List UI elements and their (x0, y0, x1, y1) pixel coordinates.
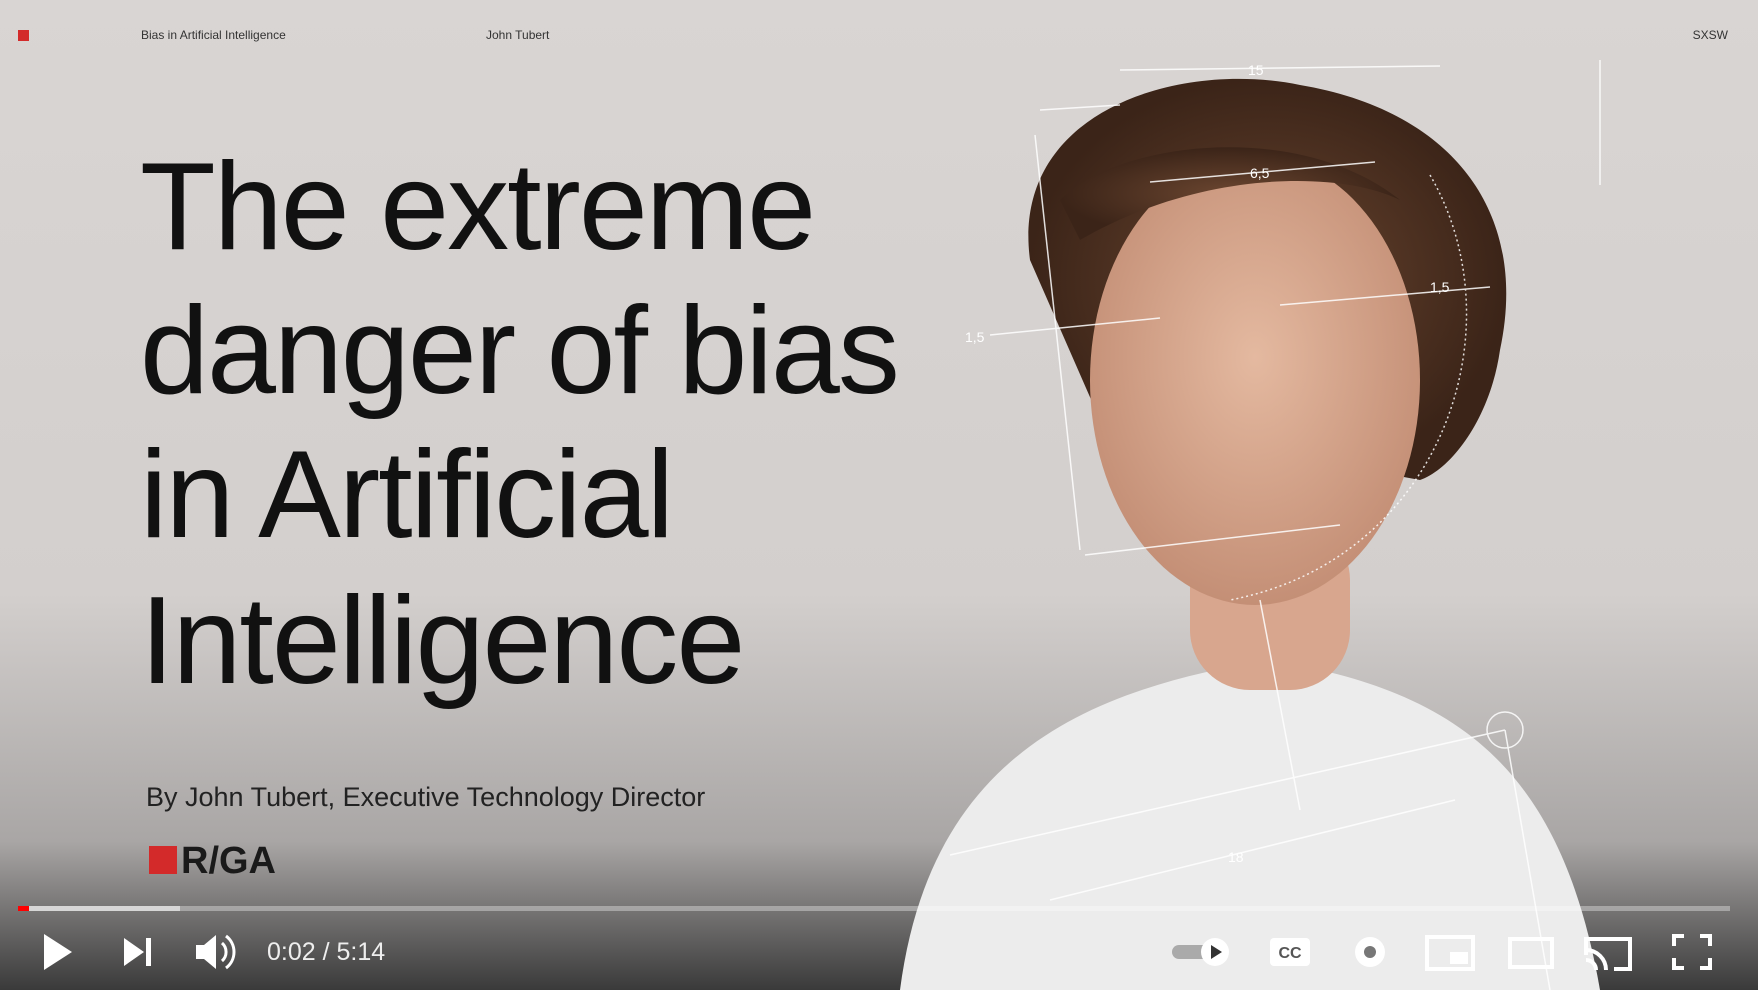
progress-track[interactable] (18, 906, 1730, 911)
theater-button[interactable] (1508, 937, 1554, 969)
fullscreen-button[interactable] (1672, 934, 1712, 970)
miniplayer-button[interactable] (1425, 935, 1475, 971)
play-button[interactable] (44, 934, 72, 970)
progress-played (18, 906, 29, 911)
progress-buffered (18, 906, 180, 911)
title-line: danger of bias (140, 282, 900, 420)
volume-button[interactable] (196, 934, 236, 970)
slide-marker (18, 30, 29, 41)
logo-text: R/GA (181, 840, 276, 882)
title-line: in Artificial (140, 426, 674, 564)
next-button[interactable] (124, 938, 151, 966)
cast-button[interactable] (1584, 937, 1632, 971)
measure-label: 6,5 (1250, 165, 1270, 181)
byline: By John Tubert, Executive Technology Dir… (146, 782, 706, 812)
time-display: 0:02 / 5:14 (267, 938, 386, 966)
measure-label: 1,5 (1430, 279, 1450, 295)
title-line: Intelligence (140, 572, 745, 710)
captions-button[interactable]: CC (1270, 938, 1310, 966)
measure-label: 1,5 (965, 329, 985, 345)
autoplay-toggle[interactable] (1172, 938, 1229, 966)
measure-label: 15 (1248, 62, 1264, 78)
measure-labels: 15 6,5 1,5 1,5 18 (965, 62, 1450, 865)
face (1090, 155, 1420, 605)
slide-event: SXSW (1692, 28, 1728, 42)
measure-lines (949, 60, 1601, 990)
shirt (900, 660, 1600, 990)
controls: CC (44, 934, 1712, 971)
title-line: The extreme (140, 138, 816, 276)
settings-button[interactable] (1355, 937, 1385, 967)
slide-author: John Tubert (486, 28, 550, 42)
svg-text:CC: CC (1278, 945, 1302, 962)
slide-topic: Bias in Artificial Intelligence (141, 28, 286, 42)
measure-label: 18 (1228, 849, 1244, 865)
logo-mark (149, 846, 177, 874)
